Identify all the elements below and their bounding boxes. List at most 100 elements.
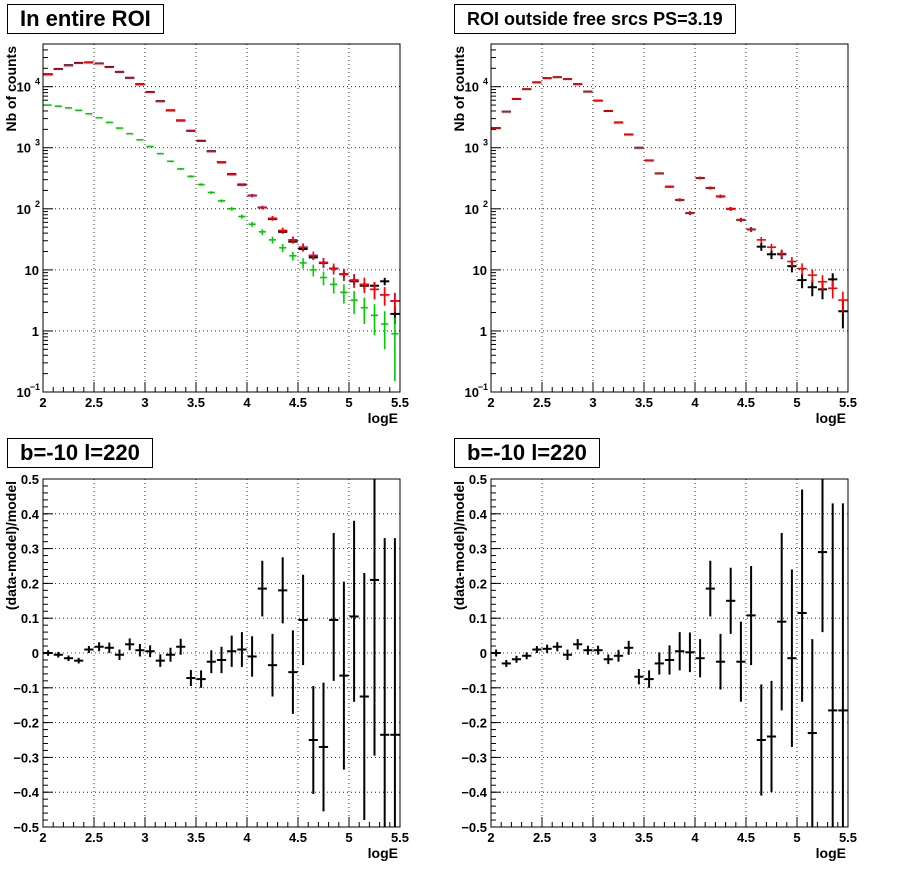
data-point: [289, 251, 297, 261]
data-point: [491, 127, 501, 129]
data-point: [54, 105, 62, 107]
data-point: [390, 292, 400, 313]
x-tick-label: 5.5: [391, 830, 409, 845]
y-tick-label: 10: [17, 385, 31, 400]
data-point: [145, 91, 155, 93]
y-tick-label: 1: [32, 324, 39, 339]
data-point: [329, 532, 339, 681]
data-point: [84, 646, 94, 653]
x-tick-label: 3: [141, 830, 148, 845]
data-point: [603, 110, 613, 112]
data-point: [267, 633, 278, 697]
data-point: [807, 639, 817, 827]
y-tick-label: 10: [17, 80, 31, 95]
data-point: [146, 145, 154, 148]
plot-frame: [490, 43, 849, 393]
data-point: [756, 684, 766, 796]
data-point: [736, 621, 746, 702]
data-point: [257, 205, 267, 210]
data-point: [238, 214, 246, 219]
data-point: [603, 654, 613, 665]
data-point: [43, 73, 53, 76]
data-point: [298, 243, 308, 252]
data-point: [522, 88, 532, 90]
data-point: [552, 642, 562, 652]
data-point: [308, 251, 318, 261]
y-tick-label: 10: [473, 263, 487, 278]
data-point: [207, 191, 215, 194]
data-point: [562, 649, 573, 660]
data-point: [736, 217, 746, 222]
data-point: [726, 567, 736, 634]
data-point: [787, 569, 797, 747]
data-point: [715, 194, 726, 199]
data-point: [532, 646, 542, 653]
y-tick-label: −0.5: [461, 820, 487, 835]
y-tick-label: 0.4: [469, 507, 488, 522]
data-point: [675, 632, 685, 671]
data-point: [390, 538, 400, 827]
data-point: [44, 104, 52, 106]
data-point: [624, 133, 634, 136]
x-tick-label: 4: [691, 830, 699, 845]
data-point: [329, 263, 339, 275]
data-point: [217, 199, 226, 203]
y-tick-label: −0.1: [13, 681, 39, 696]
data-point: [278, 227, 288, 234]
y-tick-label: 0.3: [469, 542, 487, 557]
data-point: [766, 680, 777, 793]
data-point: [228, 207, 236, 211]
data-point: [511, 98, 522, 100]
data-point: [155, 654, 165, 667]
data-point: [176, 120, 186, 122]
data-point: [309, 264, 317, 277]
data-point: [114, 649, 125, 660]
data-point: [74, 657, 84, 664]
data-point: [318, 258, 329, 268]
data-point: [247, 193, 257, 198]
data-point: [370, 304, 379, 336]
data-point: [613, 649, 624, 662]
data-series: [491, 479, 848, 827]
y-tick-label: −0.5: [13, 820, 39, 835]
data-point: [258, 229, 266, 235]
data-point: [330, 277, 338, 294]
data-series: [43, 61, 400, 313]
data-point: [156, 152, 164, 155]
data-point: [115, 127, 124, 129]
x-tick-label: 5.5: [839, 395, 857, 410]
data-point: [797, 489, 807, 702]
data-point: [817, 479, 828, 633]
data-point: [197, 183, 205, 186]
data-point: [288, 630, 298, 714]
x-tick-label: 4: [243, 395, 251, 410]
data-point: [165, 109, 176, 112]
data-point: [299, 258, 307, 269]
x-tick-label: 2: [39, 395, 46, 410]
y-tick-label: 0.4: [21, 507, 40, 522]
data-point: [166, 160, 175, 163]
data-point: [644, 670, 654, 688]
x-tick-label: 4: [243, 830, 251, 845]
data-point: [340, 284, 348, 304]
data-point: [177, 167, 185, 170]
data-point: [53, 68, 63, 71]
data-point: [105, 121, 113, 124]
data-point: [777, 249, 787, 259]
x-tick-label: 4.5: [289, 830, 307, 845]
y-tick-label: 10: [17, 141, 31, 156]
data-point: [380, 277, 390, 286]
x-tick-label: 2.5: [533, 830, 551, 845]
data-point: [349, 274, 359, 288]
data-point: [654, 652, 664, 675]
data-point: [766, 250, 777, 260]
data-point: [43, 650, 53, 656]
y-tick-label: 0: [32, 646, 39, 661]
data-point: [593, 99, 603, 102]
data-point: [339, 581, 349, 770]
data-point: [267, 216, 278, 221]
x-tick-label: 4.5: [737, 395, 755, 410]
data-point: [583, 645, 593, 655]
data-point: [583, 90, 593, 93]
